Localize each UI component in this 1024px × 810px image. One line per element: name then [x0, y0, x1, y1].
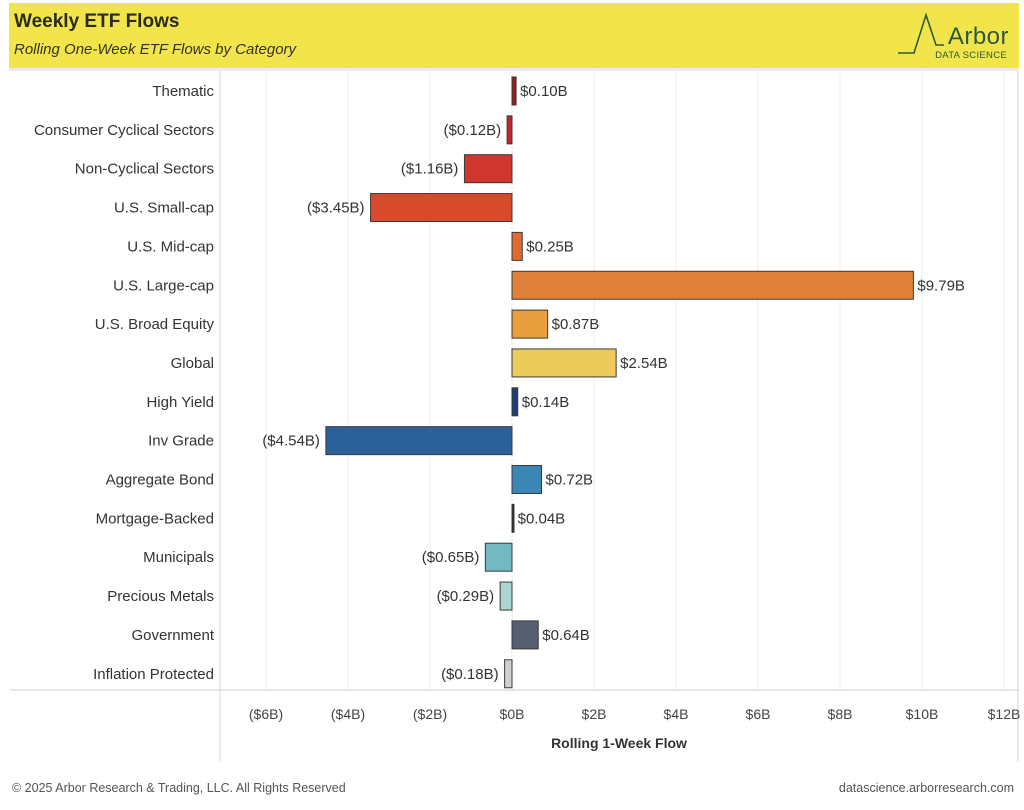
x-tick-label: ($6B): [249, 706, 283, 722]
bar[interactable]: [511, 270, 914, 300]
data-label: ($1.16B): [401, 161, 459, 178]
x-tick-label: $10B: [906, 706, 939, 722]
category-label: Precious Metals: [107, 588, 214, 605]
logo-peak-icon: [898, 12, 944, 54]
x-tick-label: $0B: [500, 706, 525, 722]
x-axis-label: Rolling 1-Week Flow: [551, 735, 687, 751]
bar[interactable]: [325, 426, 513, 456]
bar[interactable]: [511, 503, 515, 533]
data-label: $0.87B: [552, 316, 600, 333]
x-tick-label: ($2B): [413, 706, 447, 722]
data-labels: $0.10B ($0.12B) ($1.16B) ($3.45B) $0.25B $9.7…: [262, 83, 965, 683]
category-labels: Thematic Consumer Cyclical Sectors Non-Cyc…: [34, 83, 215, 683]
x-tick-label: ($4B): [331, 706, 365, 722]
category-label: Global: [171, 355, 214, 372]
data-label: ($0.12B): [444, 122, 502, 139]
bar[interactable]: [511, 76, 517, 106]
bar-chart: Thematic Consumer Cyclical Sectors Non-Cyc…: [10, 71, 1020, 761]
data-label: $0.14B: [522, 394, 570, 411]
category-label: High Yield: [146, 394, 214, 411]
x-tick-label: $6B: [746, 706, 771, 722]
data-label: $0.64B: [542, 627, 590, 644]
x-tick-labels: ($6B) ($4B) ($2B) $0B $2B $4B $6B $8B $10B $12B: [249, 706, 1020, 722]
data-label: ($0.29B): [437, 588, 495, 605]
data-label: ($0.18B): [441, 666, 499, 683]
data-label: $0.04B: [518, 510, 566, 527]
category-label: Aggregate Bond: [106, 472, 214, 489]
bar[interactable]: [504, 659, 513, 689]
category-label: Thematic: [152, 83, 214, 100]
bar[interactable]: [511, 309, 549, 339]
category-label: Municipals: [143, 549, 214, 566]
data-label: $2.54B: [620, 355, 668, 372]
bar[interactable]: [511, 231, 523, 261]
x-tick-label: $8B: [828, 706, 853, 722]
bar[interactable]: [370, 193, 513, 223]
grid-lines: [265, 71, 1005, 690]
bar[interactable]: [499, 581, 513, 611]
category-label: U.S. Large-cap: [113, 277, 214, 294]
bar[interactable]: [506, 115, 513, 145]
header-divider: [9, 68, 1019, 71]
chart-subtitle: Rolling One-Week ETF Flows by Category: [14, 41, 297, 58]
x-tick-label: $4B: [664, 706, 689, 722]
bar[interactable]: [511, 387, 519, 417]
data-label: ($0.65B): [422, 549, 480, 566]
bar[interactable]: [511, 348, 617, 378]
data-label: $0.10B: [520, 83, 568, 100]
logo-word: Arbor: [947, 23, 1009, 50]
category-label: Non-Cyclical Sectors: [75, 161, 214, 178]
x-tick-label: $12B: [988, 706, 1021, 722]
category-label: Consumer Cyclical Sectors: [34, 122, 214, 139]
data-label: $0.25B: [526, 238, 574, 255]
x-tick-label: $2B: [582, 706, 607, 722]
data-label: ($3.45B): [307, 200, 365, 217]
bars: [325, 76, 914, 689]
header-banner: Weekly ETF Flows Rolling One-Week ETF Fl…: [9, 3, 1019, 68]
bar[interactable]: [511, 620, 539, 650]
data-label: $9.79B: [917, 277, 965, 294]
bar[interactable]: [511, 465, 543, 494]
category-label: U.S. Broad Equity: [95, 316, 215, 333]
data-label: ($4.54B): [262, 433, 320, 450]
category-label: U.S. Small-cap: [114, 200, 214, 217]
logo-subtitle: DATA SCIENCE: [935, 50, 1007, 61]
category-label: Inv Grade: [148, 433, 214, 450]
website-link[interactable]: datascience.arborresearch.com: [838, 781, 1014, 795]
copyright-text: © 2025 Arbor Research & Trading, LLC. Al…: [12, 781, 346, 795]
chart-title: Weekly ETF Flows: [14, 11, 180, 32]
category-label: Government: [131, 627, 214, 644]
arbor-logo: Arbor DATA SCIENCE: [896, 9, 1011, 64]
category-label: Mortgage-Backed: [96, 510, 214, 527]
data-label: $0.72B: [546, 472, 594, 489]
category-label: Inflation Protected: [93, 666, 214, 683]
category-label: U.S. Mid-cap: [127, 238, 214, 255]
plot-frame: [10, 71, 1019, 761]
bar[interactable]: [463, 154, 513, 184]
bar[interactable]: [484, 542, 513, 572]
